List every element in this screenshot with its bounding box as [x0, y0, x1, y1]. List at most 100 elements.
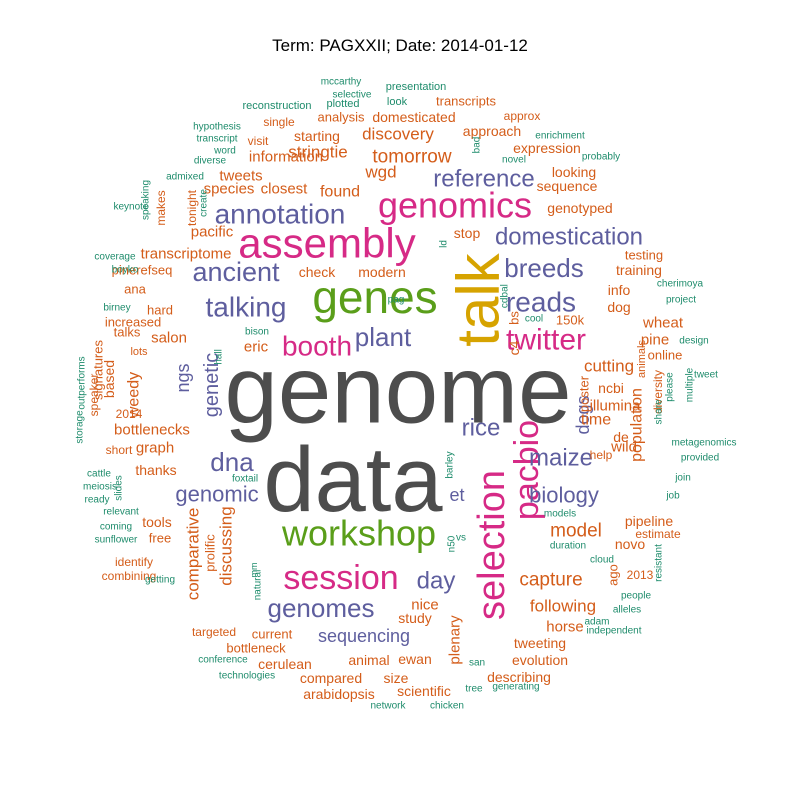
- cloud-word-comparative: comparative: [184, 508, 203, 601]
- cloud-word-increased: increased: [105, 315, 161, 330]
- cloud-word-found: found: [320, 184, 360, 201]
- cloud-word-project: project: [666, 295, 696, 306]
- cloud-word-bad: bad: [472, 137, 483, 154]
- cloud-word-models: models: [544, 509, 576, 520]
- cloud-word-birney: birney: [103, 303, 130, 314]
- cloud-word-network: network: [370, 701, 406, 712]
- cloud-word-talking: talking: [206, 292, 287, 323]
- cloud-word-transcript: transcript: [196, 134, 237, 145]
- cloud-word-animals: animals: [636, 340, 648, 378]
- cloud-word-species: species: [204, 181, 255, 198]
- cloud-word-rice: rice: [462, 415, 501, 442]
- cloud-word-genome: genome: [225, 337, 572, 444]
- cloud-word-transcripts: transcripts: [436, 94, 496, 109]
- cloud-word-speaker: speaker: [87, 374, 101, 417]
- cloud-word-maize: maize: [529, 445, 593, 472]
- cloud-word-keynote: keynote: [113, 202, 148, 213]
- cloud-word-bison: bison: [245, 327, 269, 338]
- cloud-word-talk: talk: [445, 252, 512, 346]
- cloud-word-arabidopsis: arabidopsis: [303, 686, 375, 702]
- cloud-word-time: time: [581, 412, 611, 429]
- cloud-word-pipeline: pipeline: [625, 513, 673, 529]
- cloud-word-vs: vs: [456, 533, 466, 544]
- cloud-word-eric: eric: [244, 339, 269, 356]
- cloud-word-tree: tree: [465, 684, 483, 695]
- cloud-word-animal: animal: [348, 652, 389, 668]
- cloud-word-visit: visit: [248, 134, 269, 148]
- cloud-word-annotation: annotation: [215, 199, 346, 230]
- cloud-word-duration: duration: [550, 541, 586, 552]
- cloud-word-expression: expression: [513, 140, 581, 156]
- cloud-word-cdb: cdb: [500, 292, 511, 309]
- cloud-word-tools: tools: [142, 514, 172, 530]
- cloud-word-looking: looking: [552, 164, 596, 180]
- cloud-word-based: based: [101, 360, 117, 398]
- cloud-word-foxtail: foxtail: [232, 474, 258, 485]
- cloud-word-salon: salon: [151, 330, 187, 347]
- cloud-word-n50: n50: [447, 535, 458, 552]
- cloud-word-natural: natural: [253, 570, 264, 601]
- cloud-word-size: size: [384, 670, 409, 686]
- cloud-word-tweeting: tweeting: [514, 635, 566, 651]
- cloud-word-identify: identify: [115, 555, 153, 569]
- cloud-word-day: day: [417, 568, 456, 595]
- cloud-word-dogs: dogs: [573, 395, 593, 434]
- cloud-word-short: short: [106, 443, 133, 457]
- cloud-word-free: free: [149, 531, 171, 546]
- cloud-word-150k: 150k: [556, 313, 585, 328]
- cloud-word-genomics: genomics: [378, 185, 532, 226]
- cloud-word-evolution: evolution: [512, 652, 568, 668]
- cloud-word-nice: nice: [411, 597, 439, 614]
- cloud-word-novo: novo: [615, 536, 646, 552]
- cloud-word-dog: dog: [607, 299, 630, 315]
- cloud-word-presentation: presentation: [386, 81, 447, 93]
- cloud-word-tonight: tonight: [185, 189, 199, 226]
- cloud-word-enrichment: enrichment: [535, 131, 585, 142]
- cloud-word-ncbi: ncbi: [598, 380, 624, 396]
- cloud-word-breeds: breeds: [504, 253, 584, 283]
- cloud-word-word: word: [213, 146, 236, 157]
- cloud-word-mm: mm: [249, 563, 259, 578]
- cloud-word-booth: booth: [282, 331, 352, 362]
- cloud-word-analysis: analysis: [318, 110, 365, 125]
- cloud-word-help: help: [590, 448, 613, 462]
- cloud-word-stop: stop: [454, 225, 481, 241]
- cloud-word-ld: ld: [439, 240, 450, 248]
- cloud-word-training: training: [616, 262, 662, 278]
- cloud-word-workshop: workshop: [281, 513, 436, 554]
- cloud-word-genotyped: genotyped: [547, 200, 612, 216]
- cloud-word-approach: approach: [463, 123, 521, 139]
- cloud-word-current: current: [252, 627, 293, 642]
- cloud-word-twitter: twitter: [506, 324, 586, 357]
- cloud-word-pacific: pacific: [191, 224, 234, 241]
- cloud-word-barley: barley: [445, 451, 456, 478]
- cloud-word-approx: approx: [504, 109, 541, 123]
- cloud-word-sequencing: sequencing: [318, 626, 410, 646]
- cloud-word-genetic: genetic: [201, 353, 223, 418]
- cloud-word-cloud: cloud: [590, 555, 614, 566]
- cloud-word-adam: adam: [584, 617, 609, 628]
- cloud-word-pag: pag: [388, 295, 405, 306]
- chart-title: Term: PAGXXII; Date: 2014-01-12: [272, 36, 528, 55]
- cloud-word-starting: starting: [294, 128, 340, 144]
- cloud-word-discovery: discovery: [362, 125, 434, 144]
- cloud-word-plotted: plotted: [326, 98, 359, 110]
- cloud-word-following: following: [530, 597, 596, 616]
- cloud-word-admixed: admixed: [166, 172, 204, 183]
- cloud-word-tweet: tweet: [694, 370, 718, 381]
- cloud-word-design: design: [679, 336, 708, 347]
- cloud-word-mccarthy: mccarthy: [321, 77, 362, 88]
- cloud-word-study: study: [398, 610, 431, 626]
- cloud-word-transcriptome: transcriptome: [141, 246, 232, 263]
- cloud-word-genomic: genomic: [175, 482, 258, 507]
- cloud-word-please: please: [665, 372, 676, 402]
- cloud-word-pine: pine: [641, 332, 669, 349]
- cloud-word-hall: hall: [214, 349, 225, 365]
- cloud-word-coming: coming: [100, 522, 132, 533]
- cloud-word-tomorrow: tomorrow: [372, 147, 451, 168]
- cloud-word-cerulean: cerulean: [258, 656, 312, 672]
- cloud-word-combining: combining: [102, 569, 157, 583]
- cloud-word-wild: wild: [610, 439, 637, 456]
- cloud-word-info: info: [608, 282, 631, 298]
